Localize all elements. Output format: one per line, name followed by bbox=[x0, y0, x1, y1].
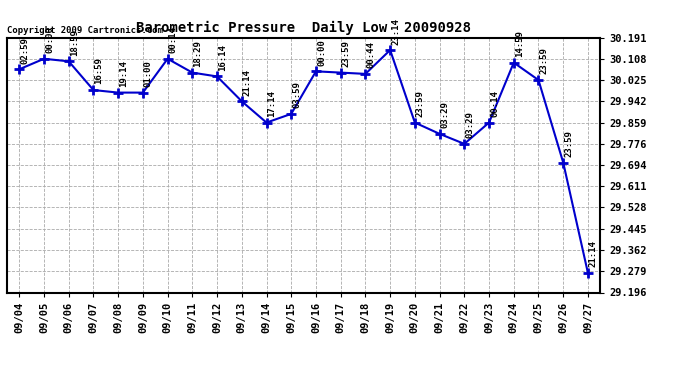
Text: 21:14: 21:14 bbox=[589, 241, 598, 267]
Text: 18:59: 18:59 bbox=[70, 29, 79, 56]
Text: 14:59: 14:59 bbox=[515, 30, 524, 57]
Text: 03:29: 03:29 bbox=[465, 111, 474, 138]
Text: 23:59: 23:59 bbox=[342, 40, 351, 67]
Text: 23:59: 23:59 bbox=[416, 90, 425, 117]
Text: 00:14: 00:14 bbox=[168, 26, 177, 53]
Text: 18:29: 18:29 bbox=[193, 40, 202, 67]
Text: 16:14: 16:14 bbox=[218, 44, 227, 71]
Text: 02:59: 02:59 bbox=[20, 37, 29, 64]
Text: 00:14: 00:14 bbox=[490, 90, 499, 117]
Text: 03:29: 03:29 bbox=[441, 101, 450, 128]
Text: 19:14: 19:14 bbox=[119, 60, 128, 87]
Text: 16:59: 16:59 bbox=[95, 58, 103, 84]
Title: Barometric Pressure  Daily Low  20090928: Barometric Pressure Daily Low 20090928 bbox=[136, 21, 471, 35]
Text: 23:59: 23:59 bbox=[540, 48, 549, 75]
Text: 00:00: 00:00 bbox=[317, 39, 326, 66]
Text: 03:59: 03:59 bbox=[293, 81, 302, 108]
Text: 00:44: 00:44 bbox=[366, 42, 375, 68]
Text: 23:14: 23:14 bbox=[391, 18, 400, 45]
Text: 00:00: 00:00 bbox=[45, 26, 54, 53]
Text: 21:14: 21:14 bbox=[243, 69, 252, 96]
Text: Copyright 2009 Cartronics.com: Copyright 2009 Cartronics.com bbox=[7, 26, 163, 35]
Text: 23:59: 23:59 bbox=[564, 130, 573, 157]
Text: 01:00: 01:00 bbox=[144, 60, 153, 87]
Text: 17:14: 17:14 bbox=[268, 90, 277, 117]
